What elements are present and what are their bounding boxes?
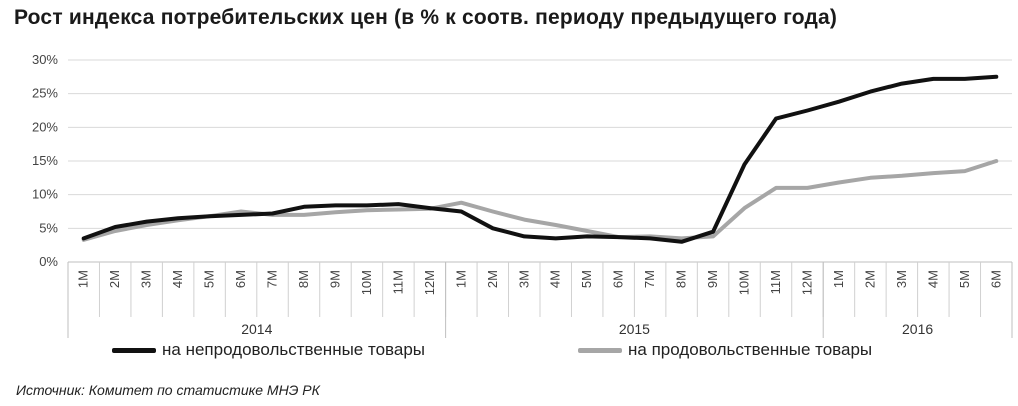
line-chart: 0% 5% 10% 15% 20% 25% 30% 1M 2M 3M 4M 5M 6M 7M 8M 9M 10… bbox=[32, 52, 1013, 338]
year-label: 2016 bbox=[902, 321, 933, 337]
legend-swatch-nonfood bbox=[112, 347, 156, 353]
x-tick-label: 11M bbox=[768, 270, 783, 294]
source-note: Источник: Комитет по статистике МНЭ РК bbox=[16, 382, 320, 398]
legend-label-nonfood: на непродовольственные товары bbox=[162, 340, 425, 359]
x-axis: 1M 2M 3M 4M 5M 6M 7M 8M 9M 10M 11M 12M 1M 2M 3M 4M 5M 6M 7… bbox=[67, 261, 1013, 338]
x-tick-label: 12M bbox=[422, 270, 437, 295]
chart-title: Рост индекса потребительских цен (в % к … bbox=[14, 6, 838, 29]
x-tick-label: 6M bbox=[233, 270, 248, 288]
series-line-nonfood bbox=[81, 74, 999, 244]
y-tick-label: 25% bbox=[32, 86, 58, 101]
x-tick-label: 5M bbox=[957, 270, 972, 288]
y-tick-label: 5% bbox=[39, 220, 58, 235]
x-tick-label: 10M bbox=[737, 270, 752, 295]
x-tick-label: 2M bbox=[107, 270, 122, 288]
x-tick-label: 10M bbox=[359, 270, 374, 295]
y-tick-label: 30% bbox=[32, 52, 58, 67]
year-label: 2014 bbox=[241, 321, 272, 337]
x-tick-label: 9M bbox=[705, 270, 720, 288]
x-tick-label: 8M bbox=[674, 270, 689, 288]
y-axis-ticks: 0% 5% 10% 15% 20% 25% 30% bbox=[32, 52, 58, 269]
x-tick-label: 7M bbox=[642, 270, 657, 288]
x-tick-label: 9M bbox=[327, 270, 342, 288]
x-tick-label: 6M bbox=[611, 270, 626, 288]
x-tick-label: 4M bbox=[170, 270, 185, 288]
y-tick-label: 0% bbox=[39, 254, 58, 269]
x-tick-label: 5M bbox=[579, 270, 594, 288]
x-tick-label: 2M bbox=[485, 270, 500, 288]
x-tick-label: 1M bbox=[76, 270, 91, 288]
y-tick-label: 10% bbox=[32, 187, 58, 202]
x-tick-label: 7M bbox=[265, 270, 280, 288]
x-tick-label: 4M bbox=[548, 270, 563, 288]
legend-item-nonfood: на непродовольственные товары bbox=[112, 340, 425, 360]
x-tick-label: 3M bbox=[894, 270, 909, 288]
x-tick-label: 11M bbox=[390, 270, 405, 294]
legend-item-food: на продовольственные товары bbox=[578, 340, 872, 360]
x-tick-label: 12M bbox=[799, 270, 814, 295]
x-tick-label: 5M bbox=[202, 270, 217, 288]
legend-label-food: на продовольственные товары bbox=[628, 340, 873, 359]
series-line-food bbox=[81, 159, 999, 242]
legend-swatch-food bbox=[578, 347, 622, 353]
x-tick-label: 2M bbox=[862, 270, 877, 288]
legend: на непродовольственные товары на продово… bbox=[0, 340, 1018, 368]
x-tick-label: 1M bbox=[453, 270, 468, 288]
y-tick-label: 15% bbox=[32, 153, 58, 168]
x-tick-label: 1M bbox=[831, 270, 846, 288]
y-tick-label: 20% bbox=[32, 119, 58, 134]
x-tick-label: 3M bbox=[139, 270, 154, 288]
year-label: 2015 bbox=[619, 321, 650, 337]
x-tick-label: 6M bbox=[988, 270, 1003, 288]
x-tick-label: 4M bbox=[925, 270, 940, 288]
series-lines bbox=[81, 74, 999, 244]
x-tick-label: 3M bbox=[516, 270, 531, 288]
x-tick-label: 8M bbox=[296, 270, 311, 288]
